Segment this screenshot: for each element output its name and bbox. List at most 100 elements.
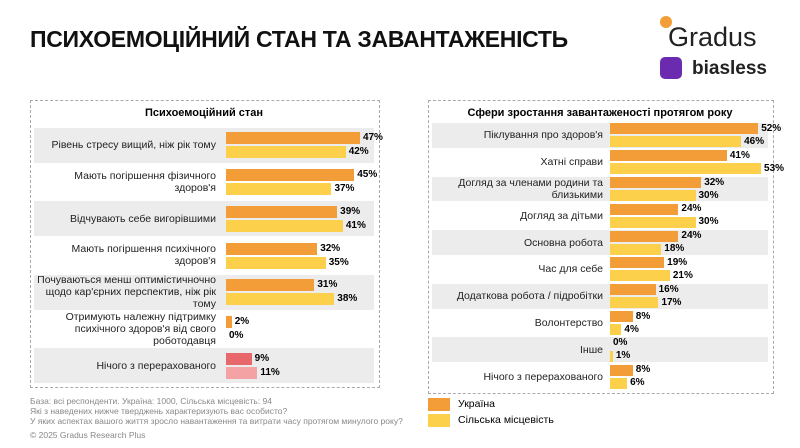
bar — [226, 293, 335, 306]
bar — [226, 132, 360, 145]
footnote: Які з наведених нижче тверджень характер… — [30, 406, 288, 416]
value-label: 32% — [320, 242, 341, 254]
value-label: 45% — [357, 169, 378, 181]
value-label: 21% — [672, 269, 693, 281]
category-label: Нічого з перерахованого — [96, 359, 216, 372]
value-label: 41% — [729, 149, 750, 161]
legend-swatch — [428, 414, 450, 427]
value-label: 30% — [698, 189, 719, 201]
bar — [610, 243, 662, 255]
value-label: 24% — [681, 203, 702, 215]
bar — [610, 311, 633, 322]
value-label: 38% — [337, 293, 358, 305]
bar — [226, 279, 315, 292]
bar — [226, 366, 258, 379]
bar — [610, 150, 727, 162]
category-label: Почуваються менш оптимістичночно щодо ка… — [37, 274, 216, 311]
footnote: База: всі респонденти. Україна: 1000, Сі… — [30, 396, 273, 406]
bar — [226, 315, 232, 328]
bar — [610, 123, 759, 135]
row-band — [432, 230, 768, 255]
value-label: 9% — [254, 352, 270, 364]
bar — [226, 205, 338, 218]
value-label: 37% — [334, 183, 355, 195]
bar — [226, 169, 355, 182]
bar — [610, 270, 670, 282]
value-label: 4% — [624, 323, 639, 335]
value-label: 35% — [328, 256, 349, 268]
bar — [610, 177, 702, 188]
value-label: 53% — [764, 162, 785, 174]
bar — [610, 216, 696, 228]
bar — [610, 284, 656, 296]
value-label: 32% — [704, 176, 725, 188]
category-label: Волонтерство — [534, 316, 603, 329]
bar — [610, 163, 762, 175]
category-label: Отримують належну підтримку психічного з… — [65, 310, 216, 347]
value-label: 16% — [658, 283, 679, 295]
bar — [610, 350, 613, 362]
value-label: 52% — [761, 122, 782, 134]
bar — [226, 183, 332, 196]
value-label: 11% — [260, 366, 280, 378]
bar — [610, 324, 622, 335]
value-label: 8% — [635, 364, 651, 376]
category-label: Мають погіршення фізичного здоров'я — [74, 170, 216, 195]
value-label: 0% — [229, 329, 244, 341]
value-label: 0% — [613, 337, 628, 349]
value-label: 39% — [340, 205, 361, 217]
category-label: Інше — [580, 343, 603, 356]
legend-label: Сільська місцевість — [458, 414, 554, 426]
logo-biasless: biasless — [692, 58, 767, 79]
logo-gradus: Gradus — [668, 22, 757, 52]
bar — [226, 219, 343, 232]
value-label: 6% — [630, 377, 645, 389]
value-label: 31% — [317, 279, 338, 291]
legend-label: Україна — [458, 398, 496, 410]
chart-title: Психоемоційний стан — [144, 107, 264, 119]
footnote: У яких аспектах вашого життя зросло нава… — [30, 416, 403, 426]
bar — [226, 256, 326, 269]
bar — [610, 297, 659, 309]
category-label: Нічого з перерахованого — [483, 370, 603, 383]
value-label: 19% — [667, 256, 688, 268]
category-label: Відчувають себе вигорівшими — [70, 212, 216, 225]
legend-swatch — [428, 398, 450, 411]
category-label: Основна робота — [523, 236, 603, 249]
chart-box — [428, 100, 774, 394]
category-label: Час для себе — [538, 263, 603, 276]
category-label: Мають погіршення психічного здоров'я — [71, 243, 216, 268]
row-band — [432, 283, 768, 309]
logo-dot — [660, 16, 672, 28]
value-label: 2% — [234, 315, 250, 327]
category-label: Догляд за членами родини та близькими — [458, 176, 603, 201]
bar — [610, 203, 679, 215]
row-band — [34, 348, 374, 383]
bar — [610, 136, 742, 148]
bar — [226, 146, 346, 159]
footnote: © 2025 Gradus Research Plus — [30, 430, 146, 440]
category-label: Піклування про здоров'я — [483, 129, 603, 142]
chart-box — [30, 100, 380, 388]
row-band — [432, 337, 768, 363]
value-label: 41% — [345, 219, 366, 231]
bar — [610, 257, 665, 269]
value-label: 46% — [744, 135, 765, 147]
value-label: 17% — [661, 296, 682, 308]
bar — [610, 190, 696, 201]
chart-title: Сфери зростання завантаженості протягом … — [467, 107, 733, 119]
bar — [610, 230, 679, 242]
value-label: 1% — [615, 350, 631, 362]
value-label: 42% — [348, 146, 369, 158]
value-label: 30% — [698, 216, 719, 228]
value-label: 47% — [362, 132, 383, 144]
page-title: ПСИХОЕМОЦІЙНИЙ СТАН ТА ЗАВАНТАЖЕНІСТЬ — [30, 26, 568, 52]
category-label: Хатні справи — [540, 156, 603, 169]
row-band — [432, 176, 768, 202]
category-label: Рівень стресу вищий, ніж рік тому — [51, 139, 217, 152]
bar — [226, 352, 252, 365]
category-label: Догляд за дітьми — [520, 209, 603, 222]
bar — [226, 242, 318, 255]
value-label: 24% — [681, 230, 702, 242]
